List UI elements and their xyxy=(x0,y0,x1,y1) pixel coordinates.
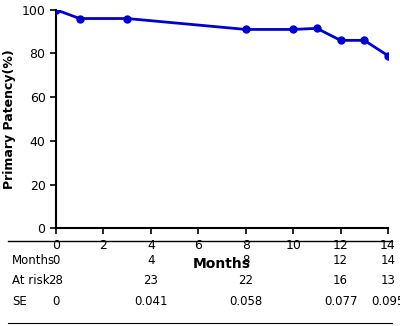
Text: 0.058: 0.058 xyxy=(229,295,262,308)
Text: 8: 8 xyxy=(242,254,250,267)
Text: SE: SE xyxy=(12,295,27,308)
Text: 12: 12 xyxy=(333,254,348,267)
Text: 28: 28 xyxy=(48,274,64,287)
Text: 22: 22 xyxy=(238,274,253,287)
Text: 14: 14 xyxy=(380,254,396,267)
Text: 0: 0 xyxy=(52,254,60,267)
Text: 4: 4 xyxy=(147,254,155,267)
Text: 0: 0 xyxy=(52,295,60,308)
Text: 13: 13 xyxy=(380,274,396,287)
Text: 0.077: 0.077 xyxy=(324,295,357,308)
Text: 0.041: 0.041 xyxy=(134,295,168,308)
Text: 0.095: 0.095 xyxy=(371,295,400,308)
Text: 23: 23 xyxy=(144,274,158,287)
Text: At risk: At risk xyxy=(12,274,50,287)
X-axis label: Months: Months xyxy=(193,257,251,271)
Text: Months: Months xyxy=(12,254,55,267)
Text: 16: 16 xyxy=(333,274,348,287)
Y-axis label: Primary Patency(%): Primary Patency(%) xyxy=(3,49,16,189)
